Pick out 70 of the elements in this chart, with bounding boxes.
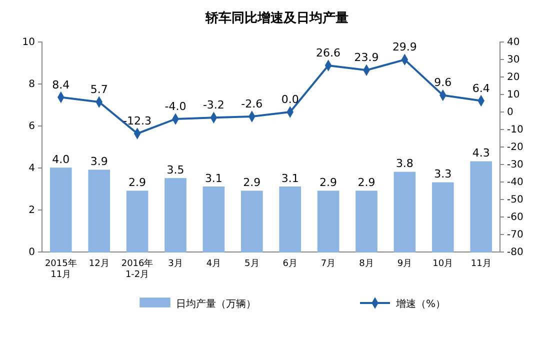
y2-tick-label: -10	[507, 124, 524, 136]
y2-tick-label: 40	[507, 37, 520, 48]
y2-tick-label: -30	[507, 160, 524, 171]
bar	[356, 190, 378, 252]
data-label: -3.2	[202, 98, 224, 112]
data-label: 5.7	[90, 83, 108, 96]
bar	[50, 168, 72, 252]
y2-tick-label: 0	[507, 107, 514, 118]
y2-tick-label: 20	[507, 72, 520, 84]
data-label: 0.0	[281, 93, 299, 106]
x-tick-label: 10月	[432, 259, 454, 269]
y-tick-label: 4	[28, 163, 35, 174]
data-label: 3.9	[90, 155, 108, 168]
bar	[88, 170, 110, 252]
data-label: 6.4	[472, 82, 490, 95]
y2-tick-label: -20	[507, 142, 524, 154]
x-tick-label: 11月	[470, 259, 492, 269]
data-label: 23.9	[354, 51, 379, 64]
legend-label: 日均产量（万辆）	[176, 298, 256, 310]
bar	[279, 186, 302, 252]
y-tick-label: 8	[28, 79, 35, 90]
y2-tick-label: -50	[507, 194, 524, 206]
data-label: 3.8	[396, 157, 414, 170]
data-label: 2.9	[128, 176, 146, 190]
x-tick-label: 8月	[359, 259, 374, 269]
data-label: 8.4	[52, 78, 70, 92]
x-tick-label: 2016年 1-2月	[121, 258, 154, 280]
x-tick-label: 2015年 11月	[44, 258, 77, 280]
y-tick-label: 2	[28, 205, 35, 216]
data-label: 2.9	[320, 176, 338, 190]
y2-tick-label: -40	[507, 177, 524, 188]
y2-tick-label: 10	[507, 90, 520, 101]
y2-tick-label: -80	[507, 247, 524, 258]
y-tick-label: 6	[28, 121, 35, 132]
data-label: 4.3	[472, 146, 490, 160]
data-label: 4.0	[52, 153, 70, 166]
y2-tick-label: -60	[507, 212, 524, 224]
chart-title: 轿车同比增速及日均产量	[204, 10, 348, 26]
data-label: 26.6	[316, 46, 341, 60]
data-label: -4.0	[164, 100, 186, 113]
data-label: 2.9	[358, 176, 376, 190]
x-tick-label: 12月	[88, 259, 110, 269]
bar	[432, 182, 454, 252]
data-label: 9.6	[434, 76, 452, 90]
legend-label: 增速（%）	[395, 298, 446, 310]
y2-tick-label: -70	[507, 230, 524, 241]
data-label: 3.1	[204, 172, 222, 185]
x-tick-label: 4月	[206, 259, 222, 269]
bar	[126, 190, 148, 252]
data-label: 3.1	[281, 172, 299, 185]
bar	[164, 178, 186, 252]
data-label: 29.9	[392, 40, 417, 54]
data-label: -2.6	[241, 98, 263, 111]
data-label: 3.5	[166, 164, 184, 176]
y2-tick-label: 30	[507, 54, 520, 66]
data-label: 3.3	[434, 168, 452, 181]
bar	[202, 186, 225, 252]
bar	[394, 172, 416, 252]
bar	[317, 190, 340, 252]
bar	[470, 161, 492, 252]
bar	[240, 190, 263, 252]
x-tick-label: 3月	[168, 259, 183, 269]
y-tick-label: 0	[28, 247, 35, 258]
x-tick-label: 6月	[282, 259, 298, 269]
x-tick-label: 9月	[397, 259, 412, 269]
x-tick-label: 5月	[244, 259, 260, 269]
x-tick-label: 7月	[320, 259, 336, 269]
data-label: -12.3	[123, 114, 152, 128]
y-tick-label: 10	[22, 37, 35, 48]
data-label: 2.9	[243, 176, 261, 190]
